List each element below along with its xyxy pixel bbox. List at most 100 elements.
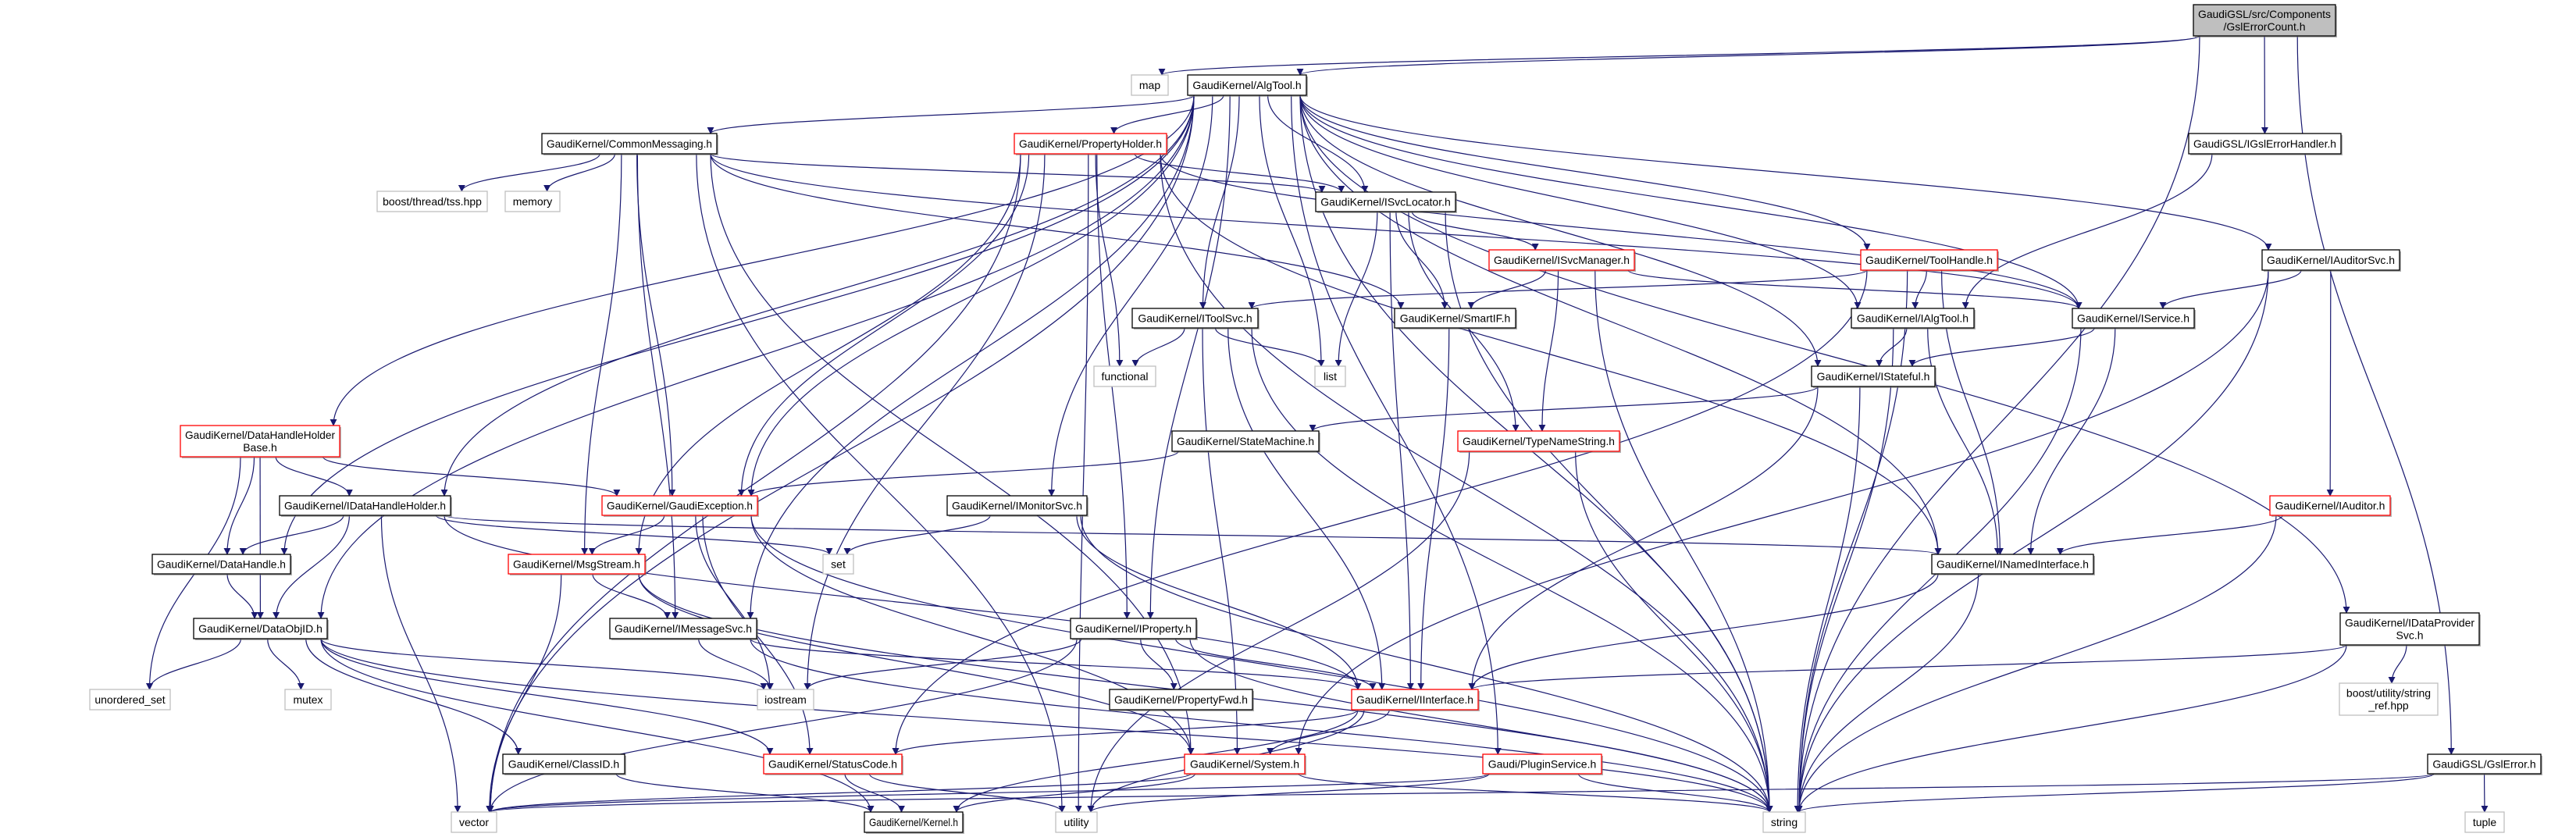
node-box <box>193 618 328 639</box>
node-isvcmgr[interactable]: GaudiKernel/ISvcManager.h <box>1488 249 1636 272</box>
node-msgstream[interactable]: GaudiKernel/MsgStream.h <box>508 554 647 575</box>
edge-itoolsvc-to-list <box>1214 327 1325 367</box>
edge-dhhbase-to-idhh <box>275 456 353 497</box>
edge-pluginsvc-to-string <box>1577 773 1773 813</box>
edge-propholder-to-vector <box>486 153 1021 813</box>
edge-gslerror-to-string <box>1795 773 2435 813</box>
node-box <box>1457 430 1620 452</box>
edge-istateful-to-iinterface <box>1468 386 1819 690</box>
node-box <box>151 554 291 575</box>
edge-idhh-to-set <box>435 515 833 555</box>
node-label: GaudiKernel/IDataHandleHolder.h <box>284 500 446 512</box>
edge-idhh-to-datahandle <box>239 515 344 555</box>
node-box <box>1184 753 1306 775</box>
node-iinterface[interactable]: GaudiKernel/IInterface.h <box>1351 689 1480 711</box>
edge-propholder-to-utility <box>1074 153 1089 813</box>
node-iauditorsvc[interactable]: GaudiKernel/IAuditorSvc.h <box>2261 249 2401 272</box>
node-propfwd[interactable]: GaudiKernel/PropertyFwd.h <box>1109 689 1254 711</box>
node-functional: functional <box>1093 365 1156 387</box>
edge-idataprov-to-string <box>1795 644 2347 813</box>
node-itoolsvc[interactable]: GaudiKernel/IToolSvc.h <box>1131 308 1259 329</box>
edge-system-to-string <box>1298 773 1773 813</box>
edge-commonmsg-to-tss <box>458 153 600 192</box>
node-commonmsg[interactable]: GaudiKernel/CommonMessaging.h <box>541 133 718 155</box>
node-kernel[interactable]: GaudiKernel/Kernel.h <box>864 811 964 834</box>
edge-isvcloc-to-smartif <box>1395 211 1448 309</box>
node-iauditor[interactable]: GaudiKernel/IAuditor.h <box>2269 495 2392 517</box>
edge-algtool-to-list <box>1259 94 1325 367</box>
edge-idataprov-to-iinterface <box>1468 644 2347 690</box>
edge-dataobjid-to-kernel <box>320 638 875 813</box>
node-toolhandle[interactable]: GaudiKernel/ToolHandle.h <box>1860 249 1999 272</box>
node-algtool[interactable]: GaudiKernel/AlgTool.h <box>1187 74 1308 97</box>
edge-itoolsvc-to-string <box>1251 327 1773 813</box>
edge-dataobjid-to-mutex <box>267 638 305 690</box>
node-idhh[interactable]: GaudiKernel/IDataHandleHolder.h <box>279 495 452 517</box>
node-smartif[interactable]: GaudiKernel/SmartIF.h <box>1394 308 1517 329</box>
node-dataobjid[interactable]: GaudiKernel/DataObjID.h <box>193 618 329 640</box>
nodes-layer: GaudiGSL/src/Components/GslErrorCount.h m… <box>89 4 2542 834</box>
edge-dataobjid-to-iostream <box>320 638 768 690</box>
edge-pluginsvc-to-utility <box>1087 773 1490 813</box>
node-tss: boost/thread/tss.hpp <box>376 191 488 212</box>
edge-propholder-to-isvcloc <box>1134 153 1345 193</box>
node-classid[interactable]: GaudiKernel/ClassID.h <box>502 753 626 775</box>
node-pluginsvc[interactable]: Gaudi/PluginService.h <box>1482 753 1603 775</box>
edge-ialgtool-to-inamed <box>1927 327 2001 555</box>
node-label: GaudiKernel/PropertyHolder.h <box>1019 137 1162 150</box>
edge-gaudiexc-to-msgstream <box>588 515 665 555</box>
node-iservice[interactable]: GaudiKernel/IService.h <box>2072 308 2196 329</box>
node-propholder[interactable]: GaudiKernel/PropertyHolder.h <box>1014 133 1168 155</box>
edge-toolhandle-to-ialgtool <box>1912 269 1927 309</box>
edge-algtool-to-idhh <box>440 94 1195 497</box>
node-gslerror[interactable]: GaudiGSL/GslError.h <box>2427 753 2542 775</box>
node-datahandle[interactable]: GaudiKernel/DataHandle.h <box>151 554 292 575</box>
node-box <box>89 689 171 711</box>
edge-gaudiexc-to-system <box>750 515 1195 755</box>
node-label: tuple <box>2473 816 2497 828</box>
node-gaudiexc[interactable]: GaudiKernel/GaudiException.h <box>601 495 759 517</box>
node-imonitorsvc[interactable]: GaudiKernel/IMonitorSvc.h <box>946 495 1088 517</box>
node-label: Gaudi/PluginService.h <box>1488 758 1597 771</box>
node-typenamestring[interactable]: GaudiKernel/TypeNameString.h <box>1457 430 1621 453</box>
edge-propholder-to-iservice <box>1160 153 2083 309</box>
node-box <box>180 425 340 458</box>
node-isvcloc[interactable]: GaudiKernel/ISvcLocator.h <box>1315 191 1457 213</box>
edge-isvcloc-to-list <box>1334 211 1378 367</box>
node-dhhbase[interactable]: GaudiKernel/DataHandleHolder Base.h <box>180 425 341 458</box>
edge-iproperty-to-string <box>1189 638 1773 813</box>
node-igslerrh[interactable]: GaudiGSL/IGslErrorHandler.h <box>2188 133 2343 155</box>
edge-propholder-to-gaudiexc <box>737 153 1030 497</box>
node-box <box>2193 4 2336 37</box>
node-imessagesvc[interactable]: GaudiKernel/IMessageSvc.h <box>609 618 758 640</box>
edge-commonmsg-to-smartif <box>710 153 1405 309</box>
node-iproperty[interactable]: GaudiKernel/IProperty.h <box>1070 618 1198 640</box>
node-istateful[interactable]: GaudiKernel/IStateful.h <box>1811 365 1936 388</box>
edge-dataobjid-to-statuscode <box>320 638 774 755</box>
edge-algtool-to-itoolsvc <box>1199 94 1240 309</box>
edge-iproperty-to-vector <box>486 638 1078 813</box>
node-statemachine[interactable]: GaudiKernel/StateMachine.h <box>1171 430 1320 453</box>
edge-pluginsvc-to-vector <box>486 773 1490 813</box>
edge-commonmsg-to-iservice <box>710 153 2083 309</box>
node-statuscode[interactable]: GaudiKernel/StatusCode.h <box>763 753 903 775</box>
edge-statuscode-to-kernel <box>844 773 905 813</box>
node-box <box>1482 753 1602 775</box>
edge-propholder-to-functional <box>1095 153 1124 367</box>
node-box <box>1131 308 1259 329</box>
edge-istateful-to-statemachine <box>1309 386 1819 432</box>
edge-itoolsvc-to-iinterface <box>1227 327 1386 690</box>
edge-gaudiexc-to-iostream <box>695 515 774 690</box>
edge-classid-to-kernel <box>615 773 875 813</box>
node-label: list <box>1324 370 1337 383</box>
node-label: set <box>831 558 846 571</box>
node-inamed[interactable]: GaudiKernel/INamedInterface.h <box>1931 554 2095 575</box>
node-ialgtool[interactable]: GaudiKernel/IAlgTool.h <box>1851 308 1976 329</box>
node-system[interactable]: GaudiKernel/System.h <box>1184 753 1306 775</box>
edge-isvcloc-to-isvcmgr <box>1411 211 1539 251</box>
node-box <box>2072 308 2195 329</box>
node-idataprov[interactable]: GaudiKernel/IDataProvider Svc.h <box>2339 612 2481 646</box>
node-label: GaudiKernel/ISvcLocator.h <box>1320 196 1451 208</box>
node-box <box>763 753 903 775</box>
